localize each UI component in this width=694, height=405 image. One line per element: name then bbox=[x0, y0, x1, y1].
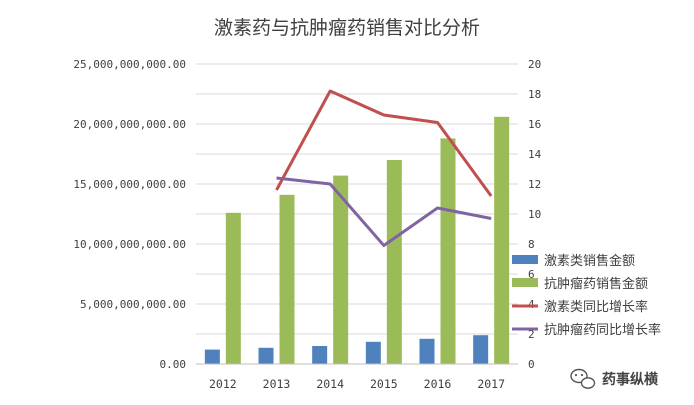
bar-hormone bbox=[312, 346, 328, 364]
left-tick-label: 20,000,000,000.00 bbox=[73, 118, 186, 131]
left-tick-label: 0.00 bbox=[160, 358, 187, 371]
right-tick-label: 8 bbox=[528, 238, 535, 251]
bar-hormone bbox=[204, 349, 220, 364]
x-tick-label: 2012 bbox=[209, 377, 237, 391]
left-axis: 0.00 5,000,000,000.00 10,000,000,000.00 15,… bbox=[73, 58, 186, 371]
legend-label: 抗肿瘤药销售金额 bbox=[544, 276, 648, 292]
right-tick-label: 20 bbox=[528, 58, 541, 71]
watermark: 药事纵横 bbox=[570, 368, 659, 389]
bar-antitumor bbox=[440, 138, 456, 364]
x-tick-label: 2017 bbox=[477, 377, 505, 391]
bar-hormone bbox=[419, 338, 435, 364]
legend-label: 激素类销售金额 bbox=[544, 253, 635, 269]
x-tick-label: 2013 bbox=[263, 377, 291, 391]
left-tick-label: 25,000,000,000.00 bbox=[73, 58, 186, 71]
right-axis: 02468101214161820 bbox=[528, 58, 542, 371]
bar-antitumor bbox=[333, 175, 349, 364]
chart-title: 激素药与抗肿瘤药销售对比分析 bbox=[214, 17, 480, 39]
line-series bbox=[275, 89, 493, 247]
right-tick-label: 6 bbox=[528, 268, 535, 281]
bar-hormone bbox=[473, 335, 489, 364]
bar-series bbox=[204, 116, 510, 364]
right-tick-label: 14 bbox=[528, 148, 542, 161]
right-tick-label: 10 bbox=[528, 208, 541, 221]
right-tick-label: 2 bbox=[528, 328, 535, 341]
bar-antitumor bbox=[279, 194, 295, 364]
right-tick-label: 0 bbox=[528, 358, 535, 371]
x-axis: 2012 2013 2014 2015 2016 2017 bbox=[196, 363, 518, 391]
x-tick-label: 2016 bbox=[424, 377, 452, 391]
bar-antitumor bbox=[386, 160, 402, 364]
left-tick-label: 5,000,000,000.00 bbox=[80, 298, 186, 311]
legend-label-bg bbox=[542, 273, 684, 292]
line-antitumor-growth bbox=[276, 176, 492, 247]
legend-label-bg bbox=[542, 250, 684, 269]
legend-label-bg bbox=[542, 319, 684, 338]
x-tick-label: 2014 bbox=[316, 377, 344, 391]
right-tick-label: 18 bbox=[528, 88, 541, 101]
legend-swatch bbox=[512, 255, 538, 264]
watermark-text: 药事纵横 bbox=[602, 371, 659, 388]
bar-hormone bbox=[258, 347, 274, 364]
right-tick-label: 12 bbox=[528, 178, 541, 191]
legend-label-bg bbox=[542, 296, 684, 315]
legend-label: 抗肿瘤药同比增长率 bbox=[544, 322, 661, 338]
x-tick-label: 2015 bbox=[370, 377, 398, 391]
left-tick-label: 15,000,000,000.00 bbox=[73, 178, 186, 191]
bar-hormone bbox=[365, 341, 381, 364]
bar-antitumor bbox=[494, 116, 510, 364]
line-hormone-growth bbox=[275, 89, 493, 197]
wechat-icon bbox=[570, 368, 596, 389]
left-tick-label: 10,000,000,000.00 bbox=[73, 238, 186, 251]
bar-antitumor bbox=[225, 212, 241, 364]
right-tick-label: 16 bbox=[528, 118, 541, 131]
legend-swatch bbox=[512, 278, 538, 287]
legend-label: 激素类同比增长率 bbox=[544, 299, 648, 315]
